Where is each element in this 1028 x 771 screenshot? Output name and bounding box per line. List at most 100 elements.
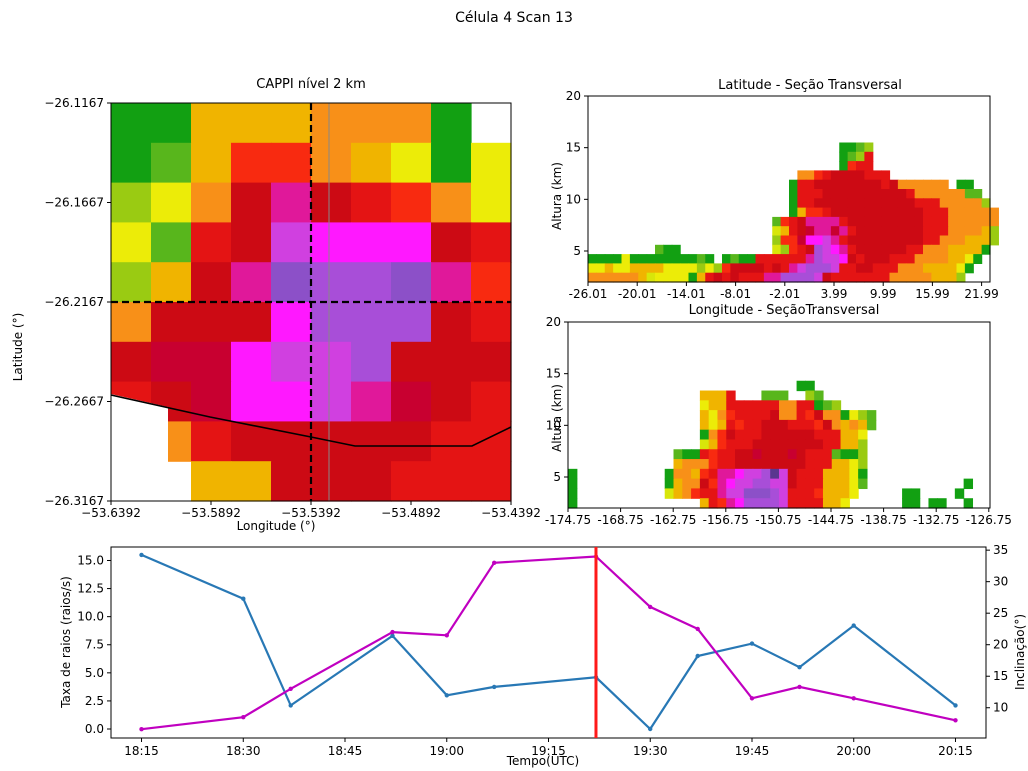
lon-cell bbox=[735, 419, 745, 431]
lat-cell bbox=[646, 254, 656, 264]
lat-xtick-label: -2.01 bbox=[769, 287, 800, 301]
lon-cell bbox=[717, 390, 727, 401]
lon-cell bbox=[752, 459, 763, 470]
lon-cell bbox=[708, 449, 719, 460]
cappi-cell bbox=[471, 262, 512, 303]
cappi-panel: CAPPI nível 2 km −53.6392 −53.5892 −53.539… bbox=[11, 77, 541, 533]
lat-cell bbox=[755, 272, 765, 283]
cappi-cell bbox=[231, 381, 272, 422]
lat-cell bbox=[923, 272, 932, 283]
cappi-cell bbox=[231, 461, 272, 502]
cappi-cell bbox=[311, 182, 352, 223]
lon-cell bbox=[805, 468, 815, 480]
lon-cell bbox=[858, 419, 868, 431]
ts-ytick-right-label: 25 bbox=[993, 606, 1008, 620]
series-1-point bbox=[749, 641, 755, 646]
lat-cell bbox=[872, 170, 882, 181]
lat-cell bbox=[822, 207, 832, 218]
cappi-cell bbox=[311, 381, 352, 422]
lat-cell bbox=[931, 179, 941, 190]
ts-ytick-left-label: 15.0 bbox=[77, 553, 104, 567]
lon-cell bbox=[787, 488, 798, 499]
lon-xtick-label: -174.75 bbox=[545, 513, 591, 527]
lon-cell bbox=[796, 429, 806, 441]
lat-cell bbox=[847, 198, 857, 209]
lon-cell bbox=[814, 478, 824, 490]
lat-cell bbox=[696, 263, 706, 274]
lat-cell bbox=[923, 254, 932, 264]
lat-cell bbox=[797, 179, 807, 190]
lat-cell bbox=[797, 272, 807, 283]
lon-cell bbox=[928, 498, 938, 509]
lon-cell bbox=[699, 468, 710, 480]
lat-cell bbox=[981, 235, 991, 246]
lat-cell bbox=[906, 272, 916, 283]
lon-cell bbox=[770, 439, 780, 450]
lon-cell bbox=[840, 468, 850, 480]
lat-cell bbox=[939, 198, 949, 209]
lat-cell bbox=[830, 170, 840, 181]
lon-cell bbox=[691, 478, 701, 490]
cappi-cell bbox=[271, 103, 312, 144]
lat-cell bbox=[847, 189, 857, 199]
timeseries-frame bbox=[110, 546, 987, 739]
lon-cell bbox=[831, 488, 842, 499]
lon-cell bbox=[770, 459, 780, 470]
cappi-cell bbox=[431, 222, 472, 263]
cappi-cell bbox=[391, 302, 432, 343]
cappi-cell bbox=[191, 182, 232, 223]
cappi-cell bbox=[351, 302, 392, 343]
cappi-cell bbox=[391, 421, 432, 462]
lat-cell bbox=[847, 226, 857, 237]
cappi-cell bbox=[271, 222, 312, 263]
lat-cell bbox=[881, 226, 891, 237]
lon-cell bbox=[805, 478, 815, 490]
lat-cell bbox=[789, 226, 798, 237]
lat-cell bbox=[722, 263, 731, 274]
lat-cell bbox=[914, 179, 924, 190]
lon-cell bbox=[682, 488, 692, 499]
lat-cell bbox=[973, 235, 983, 246]
lat-cell bbox=[872, 254, 882, 264]
lat-cell bbox=[948, 207, 958, 218]
lat-cell bbox=[663, 272, 673, 283]
lon-cell bbox=[831, 468, 842, 480]
lat-cell bbox=[629, 254, 639, 264]
lat-cell bbox=[964, 179, 974, 190]
lat-cell bbox=[621, 272, 631, 283]
lon-cell bbox=[691, 468, 701, 480]
lat-cell bbox=[872, 244, 882, 255]
lon-cell bbox=[822, 478, 833, 490]
cappi-cell bbox=[231, 142, 272, 184]
lat-cell bbox=[738, 254, 748, 264]
lat-cell bbox=[872, 179, 882, 190]
lat-cell bbox=[964, 254, 974, 264]
series-line-1 bbox=[141, 553, 957, 731]
cappi-cell bbox=[311, 341, 352, 383]
lon-cell bbox=[761, 429, 771, 441]
lon-cell bbox=[770, 390, 780, 401]
lat-cell bbox=[864, 170, 874, 181]
lat-cell bbox=[772, 244, 782, 255]
lat-cell bbox=[814, 272, 824, 283]
lat-cell bbox=[839, 226, 849, 237]
lon-section-frame bbox=[567, 321, 991, 509]
lat-cell bbox=[881, 254, 891, 264]
lat-cell bbox=[856, 161, 865, 171]
lon-cell bbox=[954, 488, 965, 499]
lat-cell bbox=[755, 254, 765, 264]
lon-cell bbox=[858, 459, 868, 470]
lon-cell bbox=[805, 439, 815, 450]
cappi-ytick-label: −26.2167 bbox=[44, 295, 104, 309]
lon-cell bbox=[858, 429, 868, 441]
lat-cell bbox=[847, 161, 857, 171]
lon-cell bbox=[814, 390, 824, 401]
lon-cell bbox=[735, 429, 745, 441]
cappi-cell bbox=[151, 142, 192, 184]
lon-cell bbox=[822, 449, 833, 460]
lat-cell bbox=[864, 216, 874, 227]
lat-section-ylabel: Altura (km) bbox=[550, 162, 564, 230]
lon-xtick-label: -144.75 bbox=[808, 513, 854, 527]
ts-ytick-left-label: 5.0 bbox=[85, 666, 104, 680]
lat-cell bbox=[805, 179, 815, 190]
